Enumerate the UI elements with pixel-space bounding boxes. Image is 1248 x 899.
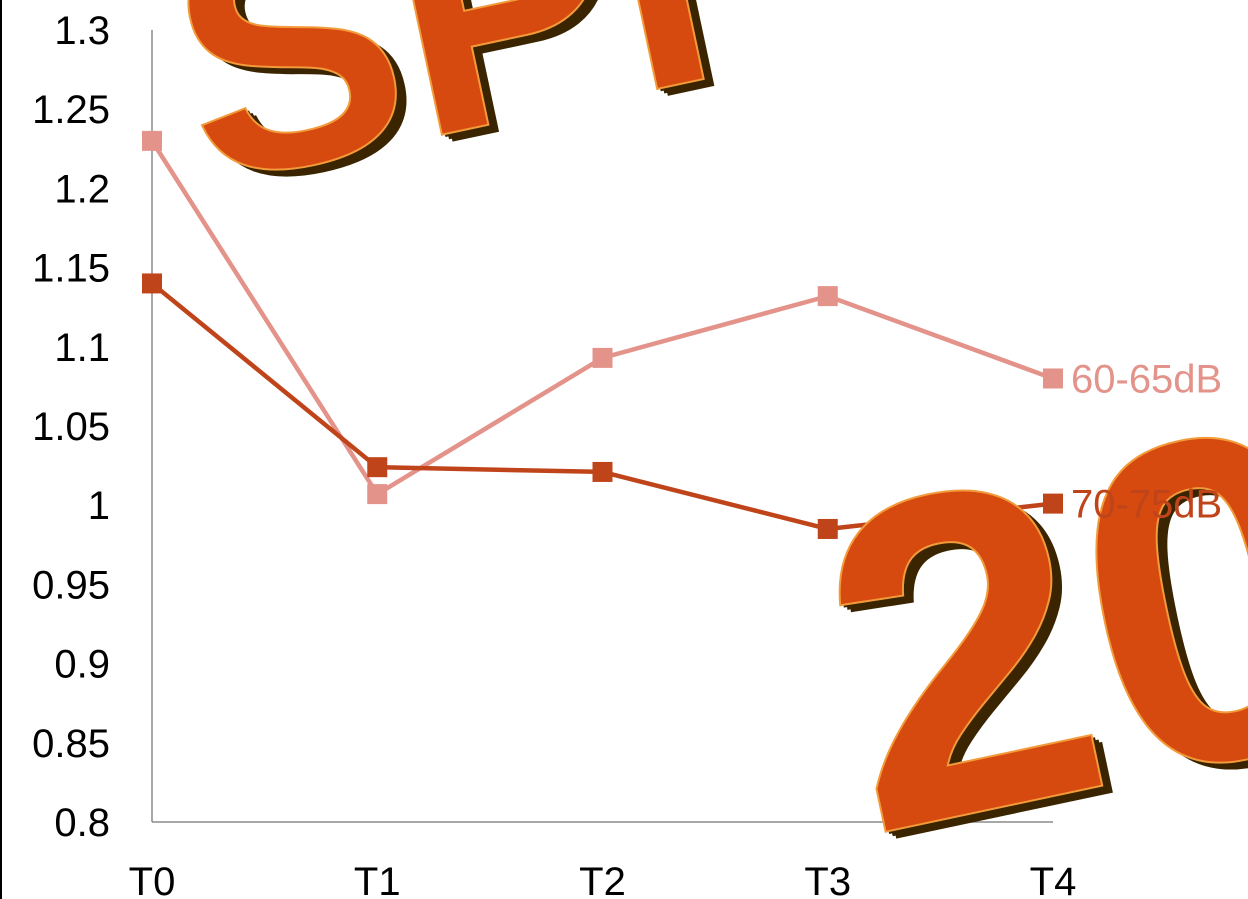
x-tick-label: T3	[804, 860, 851, 899]
series-layer	[142, 130, 1063, 539]
y-tick-label: 0.9	[54, 643, 110, 687]
series-label: 60-65dB	[1071, 357, 1222, 401]
deco-face: 20	[784, 323, 1248, 899]
y-tick-label: 1.05	[32, 405, 110, 449]
data-point	[367, 457, 388, 478]
y-tick-label: 1	[88, 484, 110, 528]
series-label: 70-75dB	[1071, 483, 1222, 527]
series-dark	[142, 273, 1063, 539]
data-point	[592, 461, 613, 482]
y-tick-label: 1.25	[32, 88, 110, 132]
data-point	[142, 273, 162, 294]
y-tick-label: 1.3	[54, 9, 110, 53]
data-point	[817, 286, 838, 307]
x-tick-label: T0	[129, 860, 176, 899]
data-point	[592, 347, 613, 368]
axes: 0.8 0.85 0.9 0.95 1 1.05 1.1 1.15 1.2 1.25 1.3 T0 T1…	[32, 9, 1076, 899]
y-tick-label: 1.1	[54, 326, 110, 370]
y-tick-label: 0.85	[32, 722, 110, 766]
y-tick-label: 1.2	[54, 167, 110, 211]
y-tick-label: 1.15	[32, 247, 110, 291]
y-tick-label: 0.95	[32, 563, 110, 607]
data-point	[367, 484, 388, 505]
data-point	[817, 518, 838, 539]
data-point	[142, 130, 162, 151]
x-tick-label: T1	[354, 860, 401, 899]
data-point	[1043, 368, 1063, 389]
series-labels: 60-65dB 70-75dB	[1071, 357, 1222, 526]
x-tick-label: T4	[1030, 860, 1077, 899]
data-point	[1043, 493, 1063, 514]
y-tick-label: 0.8	[54, 801, 110, 845]
x-tick-label: T2	[579, 860, 626, 899]
series-light	[142, 130, 1063, 505]
